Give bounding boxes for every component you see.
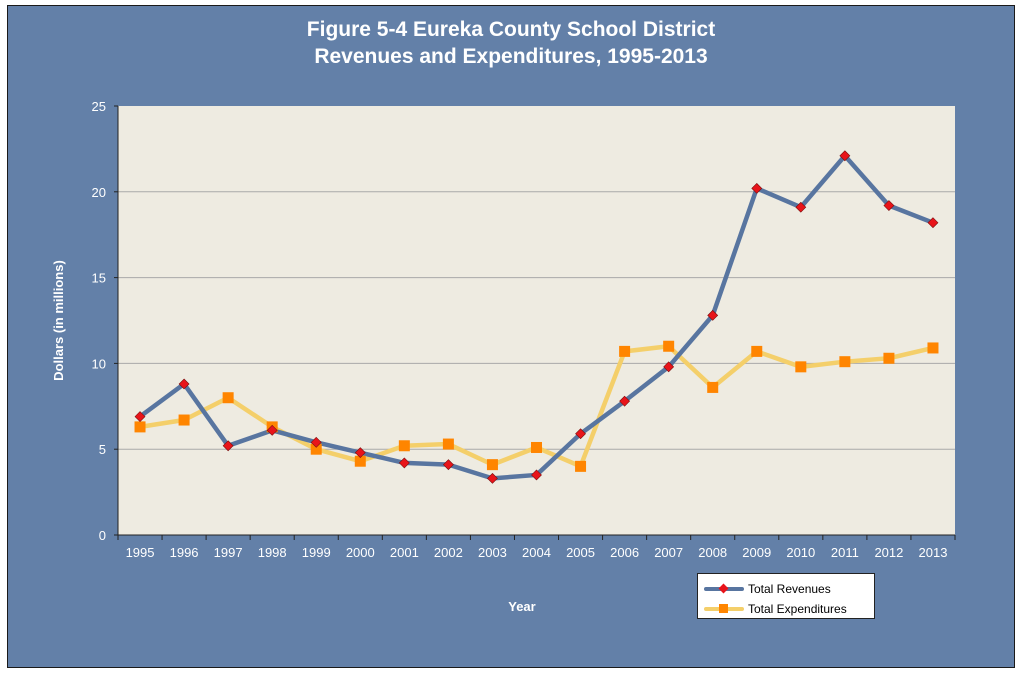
revenues-point bbox=[707, 309, 719, 321]
revenues-point bbox=[795, 201, 807, 213]
expenditures-point bbox=[354, 455, 366, 467]
chart-title-block: Figure 5-4 Eureka County School District… bbox=[8, 16, 1014, 70]
revenues-point bbox=[266, 424, 278, 436]
expenditures-point bbox=[222, 392, 234, 404]
x-tick-label: 1995 bbox=[126, 545, 155, 560]
expenditures-point bbox=[575, 460, 587, 472]
x-tick-label: 2008 bbox=[698, 545, 727, 560]
y-axis-title: Dollars (in millions) bbox=[51, 260, 66, 381]
chart-title: Figure 5-4 Eureka County School District bbox=[306, 18, 716, 41]
revenues-point bbox=[883, 200, 895, 211]
legend-swatch-revenues bbox=[704, 580, 744, 598]
expenditures-point bbox=[663, 340, 675, 352]
y-tick-label: 20 bbox=[92, 185, 106, 200]
legend-item-expenditures: Total Expenditures bbox=[704, 600, 847, 618]
x-axis-title: Year bbox=[508, 599, 535, 614]
revenues-point bbox=[222, 440, 234, 452]
y-tick-label: 10 bbox=[92, 356, 106, 371]
revenues-point bbox=[839, 150, 851, 162]
expenditures-point bbox=[751, 345, 763, 357]
expenditures-point bbox=[707, 381, 719, 393]
expenditures-point bbox=[178, 414, 190, 426]
x-tick-label: 2006 bbox=[610, 545, 639, 560]
y-tick-label: 0 bbox=[99, 528, 106, 543]
x-tick-label: 2003 bbox=[478, 545, 507, 560]
x-tick-label: 2005 bbox=[566, 545, 595, 560]
legend-marker-expenditures bbox=[719, 604, 728, 613]
x-tick-labels: 1995 1996 1997 1998 1999 2000 2001 2002 2003 2004… bbox=[126, 545, 948, 560]
expenditures-point bbox=[927, 342, 939, 354]
x-tick-label: 2002 bbox=[434, 545, 463, 560]
x-tick-label: 2000 bbox=[346, 545, 375, 560]
legend-label-expenditures: Total Expenditures bbox=[748, 602, 847, 616]
x-tick-label: 1997 bbox=[214, 545, 243, 560]
revenues-point bbox=[927, 217, 939, 229]
x-tick-label: 1999 bbox=[302, 545, 331, 560]
x-tick-label: 2009 bbox=[742, 545, 771, 560]
expenditures-point bbox=[310, 443, 322, 455]
revenues-point bbox=[442, 459, 454, 471]
revenues-point bbox=[619, 395, 631, 407]
expenditures-point bbox=[442, 438, 454, 450]
expenditures-point bbox=[531, 441, 542, 453]
axes bbox=[114, 105, 956, 540]
x-tick-label: 2004 bbox=[522, 545, 551, 560]
revenues-point bbox=[575, 428, 586, 440]
revenues-point bbox=[398, 457, 410, 469]
x-tick-label: 2012 bbox=[874, 545, 903, 560]
x-tick-label: 2001 bbox=[390, 545, 419, 560]
legend: Total Revenues Total Expenditures bbox=[697, 573, 875, 619]
y-tick-label: 15 bbox=[92, 271, 106, 286]
chart-subtitle: Revenues and Expenditures, 1995-2013 bbox=[314, 45, 708, 68]
revenues-point bbox=[487, 472, 498, 484]
plot-area bbox=[118, 106, 955, 535]
revenues-point bbox=[751, 182, 763, 194]
y-tick-labels: 0 5 10 15 20 25 bbox=[92, 99, 106, 543]
y-tick-label: 5 bbox=[99, 442, 106, 457]
expenditures-point bbox=[398, 440, 410, 452]
x-tick-label: 1996 bbox=[170, 545, 199, 560]
revenues-point bbox=[354, 447, 366, 459]
legend-marker-revenues bbox=[718, 583, 729, 594]
x-tick-label: 2013 bbox=[919, 545, 948, 560]
x-tick-label: 1998 bbox=[258, 545, 287, 560]
expenditures-point bbox=[839, 356, 851, 368]
revenues-point bbox=[178, 378, 190, 390]
x-tick-label: 2010 bbox=[786, 545, 815, 560]
legend-item-revenues: Total Revenues bbox=[704, 580, 831, 598]
x-tick-label: 2007 bbox=[654, 545, 683, 560]
x-tick-label: 2011 bbox=[831, 545, 859, 560]
expenditures-point bbox=[619, 345, 631, 357]
legend-swatch-expenditures bbox=[704, 600, 744, 618]
expenditures-point bbox=[486, 459, 498, 471]
expenditures-point bbox=[134, 421, 146, 433]
revenues-point bbox=[531, 469, 542, 481]
revenues-point bbox=[134, 411, 146, 423]
expenditures-point bbox=[795, 361, 807, 373]
series-group bbox=[134, 150, 939, 484]
revenues-point bbox=[663, 361, 675, 373]
y-tick-label: 25 bbox=[92, 99, 106, 114]
revenues-point bbox=[310, 436, 322, 448]
expenditures-point bbox=[883, 352, 895, 364]
legend-label-revenues: Total Revenues bbox=[748, 582, 831, 596]
